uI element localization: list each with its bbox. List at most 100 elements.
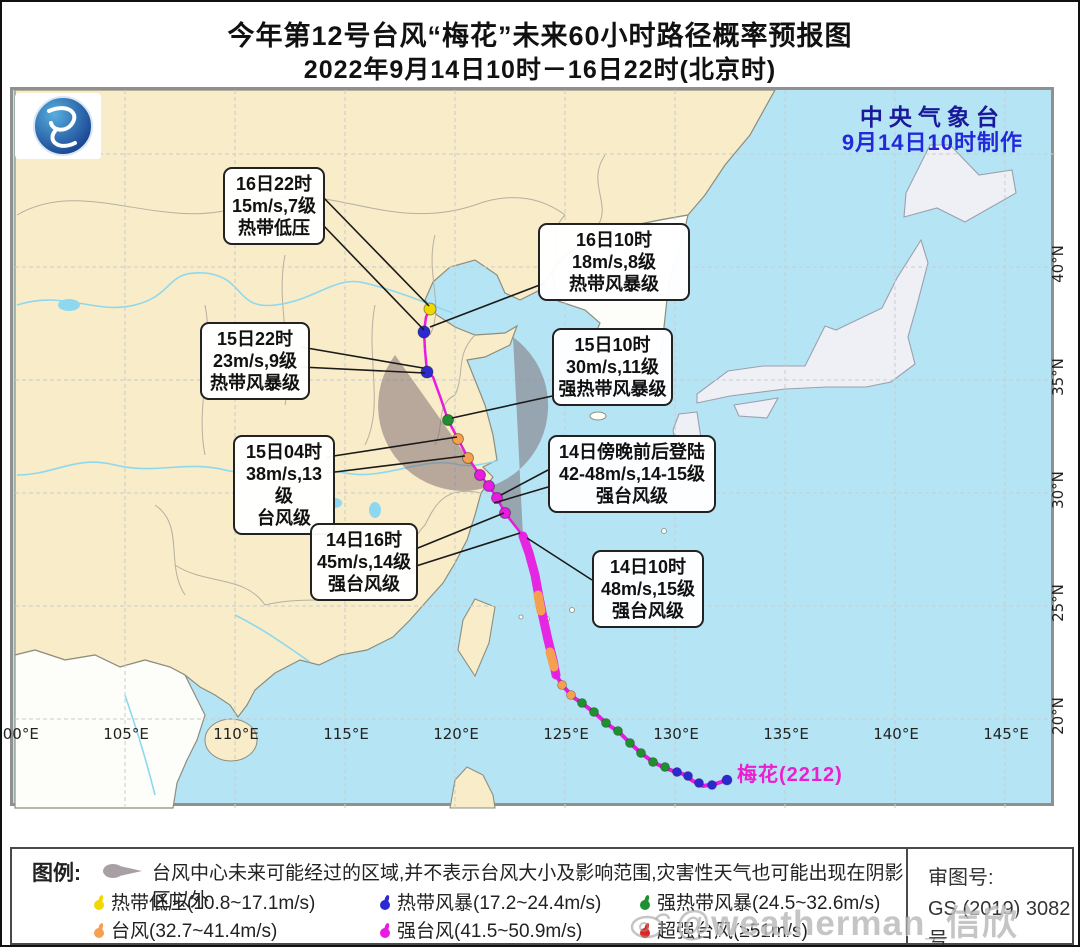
callout-category: 热带风暴级 [569, 274, 659, 294]
lon-label: 115°E [323, 725, 369, 743]
lon-label: 130°E [653, 725, 699, 743]
callout-time: 15日10时 [574, 335, 651, 355]
watermark: @weatherman_信欣 [630, 895, 1018, 945]
lon-label: 105°E [103, 725, 149, 743]
lon-label: 140°E [873, 725, 919, 743]
callout-wind: 42-48m/s,14-15级 [558, 464, 706, 484]
lon-label: 125°E [543, 725, 589, 743]
forecast-track [417, 302, 524, 537]
tropical-storm-dot-icon [380, 900, 390, 910]
track-point [499, 507, 511, 519]
track-point [483, 480, 495, 492]
callout-15d04h: 15日04时 38m/s,13级 台风级 [233, 435, 335, 535]
map-approval-number: 审图号: GS (2019) 3082号 [928, 863, 1072, 947]
approval-label: 审图号: [928, 867, 994, 889]
callout-category: 热带低压 [238, 218, 310, 238]
callout-category: 强台风级 [328, 574, 400, 594]
legend-item-label: 强热带风暴(24.5~32.6m/s) [657, 893, 881, 914]
legend-item-label: 台风(32.7~41.4m/s) [111, 921, 278, 942]
track-point [423, 302, 437, 316]
callout-category: 强热带风暴级 [558, 379, 667, 399]
agency-issue-time: 9月14日10时制作 [841, 130, 1023, 155]
lat-label: 20°N [1049, 697, 1067, 735]
callout-wind: 30m/s,11级 [565, 357, 660, 377]
probability-cone [378, 337, 549, 536]
severe-tropical-storm-dot-icon [640, 900, 650, 910]
callout-time: 15日22时 [216, 329, 294, 349]
lon-label: 100°E [2, 725, 39, 743]
legend-item-severe-typhoon: 强台风(41.5~50.9m/s) [380, 916, 582, 943]
map-area: 中央气象台 9月14日10时制作 16日22时 15m/s,7级 热带低压 16… [10, 87, 1057, 809]
hainan-island [204, 718, 258, 762]
approval-number: GS (2019) 3082号 [928, 898, 1071, 947]
callout-connectors [300, 194, 593, 581]
callout-time: 15日04时 [245, 442, 323, 462]
track-point [462, 452, 474, 464]
track-point [417, 325, 431, 339]
track-point [474, 469, 486, 481]
observed-track [518, 531, 733, 790]
callout-category: 强台风级 [612, 601, 684, 621]
agency-name: 中央气象台 [859, 104, 1005, 130]
callout-category: 热带风暴级 [210, 373, 300, 393]
lat-label: 25°N [1049, 584, 1067, 622]
lon-label: 110°E [213, 725, 259, 743]
callout-wind: 23m/s,9级 [212, 351, 298, 371]
callout-15d10h: 15日10时 30m/s,11级 强热带风暴级 [552, 328, 673, 406]
japan-islands [672, 144, 1017, 471]
callout-category: 强台风级 [596, 486, 668, 506]
legend-item-severe-tropical-storm: 强热带风暴(24.5~32.6m/s) [640, 888, 880, 915]
agency-credit: 中央气象台 9月14日10时制作 [842, 104, 1023, 156]
taiwan-island [457, 598, 496, 678]
legend-item-label: 热带低压(10.8~17.1m/s) [111, 893, 316, 914]
legend-cone-description: 台风中心未来可能经过的区域,并不表示台风大小及影响范围,灾害性天气也可能出现在阴… [152, 863, 904, 911]
severe-typhoon-dot-icon [380, 928, 390, 938]
cma-logo [15, 93, 101, 159]
page-subtitle: 2022年9月14日10时－16日22时(北京时) [303, 56, 777, 84]
lon-label: 135°E [763, 725, 809, 743]
legend-item-label: 热带风暴(17.2~24.4m/s) [397, 893, 602, 914]
map-canvas [14, 90, 1057, 809]
callout-wind: 15m/s,7级 [231, 196, 317, 216]
jeju-island [589, 411, 607, 421]
indochina-landmass [14, 649, 206, 809]
lon-label: 120°E [433, 725, 479, 743]
callout-time: 14日10时 [609, 557, 687, 577]
callout-wind: 38m/s,13级 [245, 464, 323, 506]
callout-15d22h: 15日22时 23m/s,9级 热带风暴级 [200, 322, 310, 400]
callout-landfall: 14日傍晚前后登陆 42-48m/s,14-15级 强台风级 [548, 435, 716, 513]
callout-time: 16日22时 [235, 174, 313, 194]
callout-16d10h: 16日10时 18m/s,8级 热带风暴级 [538, 223, 690, 301]
page-title: 今年第12号台风“梅花”未来60小时路径概率预报图 [227, 21, 853, 51]
callout-time: 16日10时 [575, 230, 653, 250]
callout-time: 14日傍晚前后登陆 [558, 442, 706, 462]
callout-wind: 45m/s,14级 [316, 552, 412, 572]
callout-14d10h: 14日10时 48m/s,15级 强台风级 [592, 550, 704, 628]
legend-panel: 图例: 台风中心未来可能经过的区域,并不表示台风大小及影响范围,灾害性天气也可能… [10, 847, 1074, 945]
callout-category: 台风级 [257, 508, 311, 528]
track-point [442, 414, 454, 426]
storm-name-label: 梅花(2212) [737, 764, 843, 786]
track-point [452, 433, 464, 445]
watermark-text: @weatherman_信欣 [676, 904, 1018, 943]
legend-divider [906, 849, 908, 943]
legend-title: 图例: [32, 862, 81, 885]
lat-label: 40°N [1049, 245, 1067, 283]
super-typhoon-dot-icon [640, 928, 650, 938]
luzon-island [449, 766, 496, 809]
weibo-icon [630, 913, 670, 939]
lat-label: 30°N [1049, 471, 1067, 509]
callout-wind: 48m/s,15级 [600, 579, 696, 599]
legend-item-tropical-storm: 热带风暴(17.2~24.4m/s) [380, 888, 601, 915]
legend-item-tropical-depression: 热带低压(10.8~17.1m/s) [94, 888, 315, 915]
cone-icon [103, 864, 142, 878]
typhoon-dot-icon [94, 928, 104, 938]
legend-item-typhoon: 台风(32.7~41.4m/s) [94, 916, 277, 943]
callout-wind: 18m/s,8级 [571, 252, 657, 272]
tropical-depression-dot-icon [94, 900, 104, 910]
callout-16d22h: 16日22时 15m/s,7级 热带低压 [223, 167, 325, 245]
legend-item-label: 强台风(41.5~50.9m/s) [397, 921, 583, 942]
legend-item-super-typhoon: 超强台风(≥51m/s) [640, 916, 808, 943]
lon-label: 145°E [983, 725, 1029, 743]
